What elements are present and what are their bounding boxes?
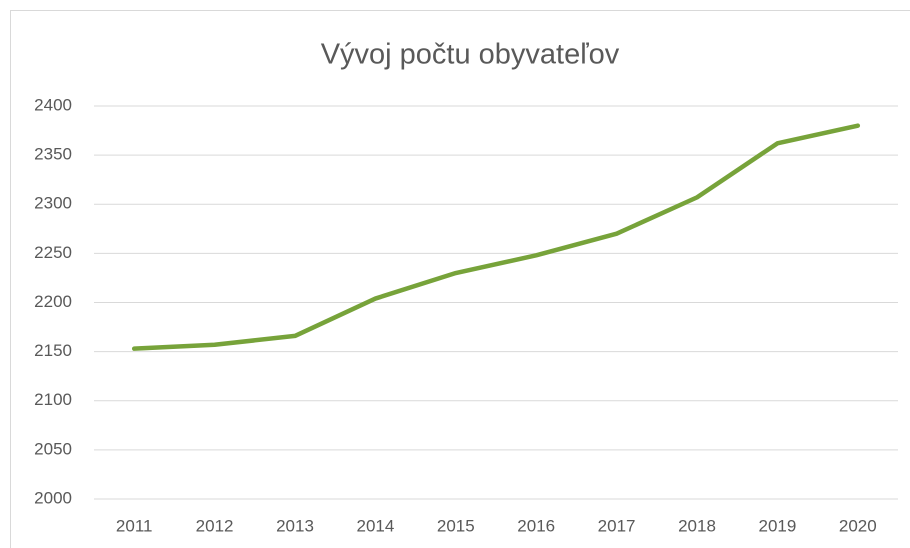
x-tick-label: 2016 bbox=[517, 516, 555, 535]
y-tick-label: 2200 bbox=[34, 292, 72, 311]
y-tick-label: 2150 bbox=[34, 341, 72, 360]
x-tick-label: 2012 bbox=[196, 516, 234, 535]
y-tick-label: 2100 bbox=[34, 390, 72, 409]
data-line bbox=[131, 123, 861, 351]
chart-border bbox=[10, 10, 910, 548]
x-tick-label: 2017 bbox=[598, 516, 636, 535]
x-tick-label: 2019 bbox=[758, 516, 796, 535]
y-tick-label: 2300 bbox=[34, 194, 72, 213]
x-tick-label: 2011 bbox=[116, 516, 153, 535]
y-tick-label: 2400 bbox=[34, 95, 72, 114]
x-tick-label: 2014 bbox=[356, 516, 394, 535]
x-tick-label: 2020 bbox=[839, 516, 877, 535]
y-tick-label: 2050 bbox=[34, 439, 72, 458]
x-tick-label: 2013 bbox=[276, 516, 314, 535]
chart-title: Vývoj počtu obyvateľov bbox=[321, 39, 620, 71]
x-tick-label: 2015 bbox=[437, 516, 475, 535]
y-tick-label: 2250 bbox=[34, 243, 72, 262]
y-tick-label: 2000 bbox=[34, 488, 72, 507]
y-tick-label: 2350 bbox=[34, 145, 72, 164]
x-tick-label: 2018 bbox=[678, 516, 716, 535]
